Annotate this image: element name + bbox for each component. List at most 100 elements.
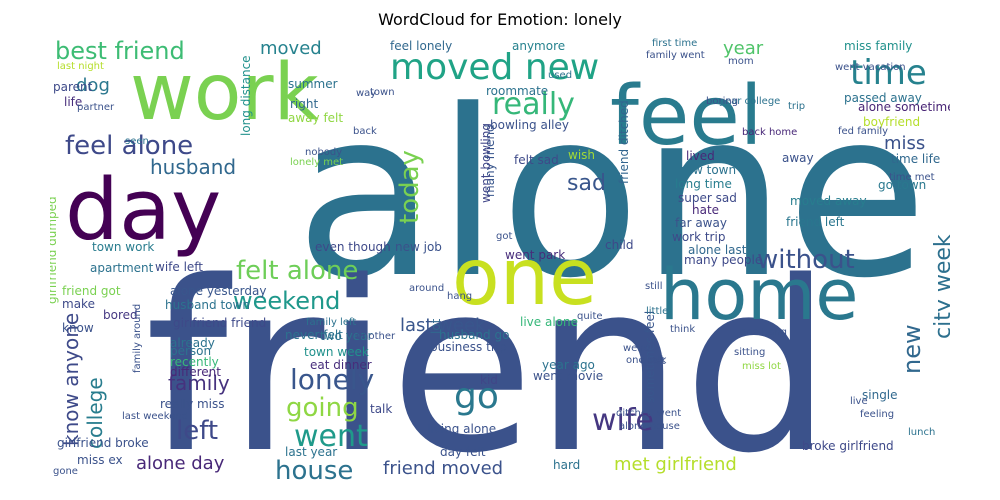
word-anymore: anymore <box>512 39 565 53</box>
word-without: without <box>757 245 855 275</box>
word-trip: trip <box>788 101 805 112</box>
word-still: still <box>645 281 662 292</box>
word-girlfriend-broke: girlfriend broke <box>57 436 149 450</box>
word-new-town: new town <box>678 163 736 177</box>
word-met-girlfriend: met girlfriend <box>614 454 737 475</box>
word-seen: seen <box>125 136 149 147</box>
word-recently: recently <box>170 355 219 369</box>
word-right: right <box>290 97 318 111</box>
word-used: used <box>548 70 572 81</box>
word-know-anyone: know anyone <box>59 313 83 446</box>
word-alone-day: alone day <box>136 453 225 474</box>
word-work: work <box>130 48 319 138</box>
word-lived: lived <box>686 149 715 163</box>
word-sitting: sitting <box>734 347 765 358</box>
word-alone-yesterday: alone yesterday <box>170 284 266 298</box>
word-friend-ditched: friend ditched <box>617 100 631 184</box>
word-long-distance: long distance <box>239 55 253 136</box>
word-dog: dog <box>76 75 110 96</box>
word-talk: talk <box>370 402 392 416</box>
word-gone: gone <box>53 466 78 477</box>
word-another: another <box>356 331 396 342</box>
word-left: left <box>176 416 218 446</box>
word-live-alone: live alone <box>520 315 578 329</box>
word-lunch: lunch <box>908 427 935 438</box>
word-moved: moved <box>260 38 322 59</box>
word-lot: lot <box>429 318 443 334</box>
word-around: around <box>409 283 444 294</box>
word-felt-alone: felt alone <box>236 256 358 286</box>
word-lonely: lonely <box>290 363 374 396</box>
word-sometimes-feel: sometimes feel <box>643 311 657 403</box>
word-town-week: town week <box>304 345 369 359</box>
word-summer: summer <box>288 77 338 91</box>
word-miss: miss <box>884 133 925 154</box>
chart-title: WordCloud for Emotion: lonely <box>378 10 622 29</box>
word-wish: wish <box>568 148 595 162</box>
word-went: went <box>294 419 368 454</box>
word-mom: mom <box>728 56 754 67</box>
word-new-job: new job <box>395 240 442 254</box>
word-apartment: apartment <box>90 261 154 275</box>
word-go-town: go town <box>878 178 926 192</box>
word-many-people: many people <box>684 253 762 267</box>
word-live: live <box>850 396 868 407</box>
word-one: one <box>452 233 597 323</box>
word-quiet: quiet <box>640 356 666 367</box>
word-passed-away: passed away <box>844 91 922 105</box>
word-today: today <box>395 150 425 224</box>
word-boring: boring <box>706 96 738 107</box>
word-miss-family: miss family <box>844 39 912 53</box>
word-life: life <box>64 95 82 109</box>
word-day: day <box>65 161 221 260</box>
word-last-year: last year <box>285 445 337 459</box>
word-feel-lonely: feel lonely <box>390 39 452 53</box>
word-going: going <box>286 393 359 423</box>
word-husband-go: husband go <box>439 328 509 342</box>
word-way: way <box>356 88 376 99</box>
word-family-left: family left <box>306 317 356 328</box>
word-moved-new: moved new <box>390 47 599 88</box>
word-make: make <box>62 297 95 311</box>
word-alone-last: alone last <box>688 243 747 257</box>
word-girlfriend-dumped: girlfriend dumped <box>50 196 59 304</box>
word-really-miss: really miss <box>160 397 225 411</box>
word-hard: hard <box>553 458 580 472</box>
word-living-alone: living alone <box>427 422 496 436</box>
word-family-went: family went <box>646 50 705 61</box>
word-time-life: time life <box>891 152 940 166</box>
word-wife: wife <box>592 403 654 438</box>
word-got: got <box>496 231 512 242</box>
word-know: know <box>62 321 94 335</box>
word-already: already <box>170 336 215 350</box>
word-different: different <box>170 365 221 379</box>
word-hate: hate <box>692 203 719 217</box>
word-moved-away: moved away <box>790 194 867 208</box>
word-roommate: roommate <box>486 84 548 98</box>
word-town-work: town work <box>92 240 154 254</box>
word-quite: quite <box>577 311 603 322</box>
word-really: really <box>492 87 575 122</box>
word-went-movie: went movie <box>533 369 603 383</box>
word-person: person <box>170 344 211 358</box>
word-family-around: family around <box>132 304 143 373</box>
word-best-friend: best friend <box>55 37 185 65</box>
word-friend-got: friend got <box>62 284 121 298</box>
word-boyfriend: boyfriend <box>863 115 920 129</box>
word-long-time: long time <box>675 177 732 191</box>
word-never-felt: never felt <box>285 328 343 342</box>
word-feel: feel <box>610 69 763 164</box>
word-alone-house: alone house <box>619 421 680 432</box>
word-time: time <box>850 53 927 93</box>
word-parent: parent <box>53 80 93 94</box>
word-work-trip: work trip <box>672 230 725 244</box>
word-husband: husband <box>150 155 236 179</box>
word-girlfriend-friend: girlfriend friend <box>173 316 266 330</box>
word-single: single <box>862 388 898 402</box>
word-town: town <box>370 87 395 98</box>
word-feel-alone: feel alone <box>65 131 193 161</box>
word-away: away <box>782 151 814 165</box>
word-hang: hang <box>447 291 472 302</box>
